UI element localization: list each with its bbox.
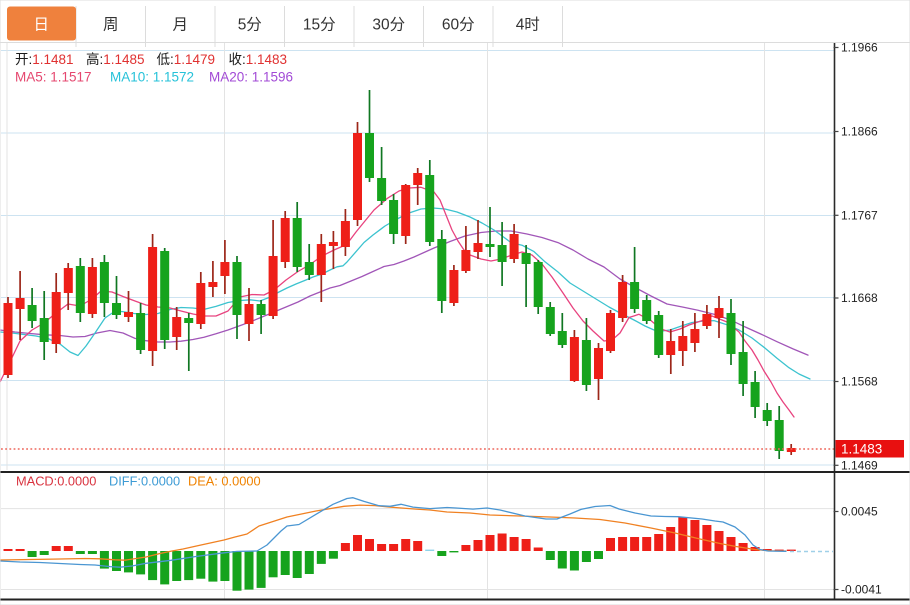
svg-text:DIFF:0.0000: DIFF:0.0000 bbox=[109, 474, 180, 489]
svg-text:60分: 60分 bbox=[442, 16, 475, 34]
svg-text:MACD:0.0000: MACD:0.0000 bbox=[16, 474, 96, 489]
svg-text:MA10: 1.1572: MA10: 1.1572 bbox=[110, 70, 194, 85]
svg-text:1.1966: 1.1966 bbox=[841, 41, 878, 55]
svg-text:高:1.1485: 高:1.1485 bbox=[86, 51, 145, 67]
svg-text:周: 周 bbox=[103, 17, 119, 34]
svg-text:DEA: 0.0000: DEA: 0.0000 bbox=[188, 474, 261, 489]
svg-text:0.0045: 0.0045 bbox=[841, 505, 878, 519]
svg-text:MA5: 1.1517: MA5: 1.1517 bbox=[15, 70, 92, 85]
svg-text:收:1.1483: 收:1.1483 bbox=[229, 52, 288, 67]
svg-text:15分: 15分 bbox=[303, 16, 336, 34]
svg-text:1.1668: 1.1668 bbox=[841, 291, 878, 305]
svg-text:30分: 30分 bbox=[372, 16, 405, 34]
svg-text:1.1469: 1.1469 bbox=[841, 458, 878, 472]
svg-text:开:1.1481: 开:1.1481 bbox=[15, 52, 74, 67]
svg-text:月: 月 bbox=[172, 17, 188, 34]
svg-text:1.1483: 1.1483 bbox=[841, 442, 882, 457]
svg-text:4时: 4时 bbox=[516, 16, 540, 34]
svg-text:1.1767: 1.1767 bbox=[841, 208, 878, 222]
svg-text:5分: 5分 bbox=[238, 16, 262, 34]
svg-text:-0.0041: -0.0041 bbox=[841, 583, 882, 597]
svg-text:MA20: 1.1596: MA20: 1.1596 bbox=[209, 70, 293, 85]
svg-text:1.1866: 1.1866 bbox=[841, 125, 878, 139]
svg-text:日: 日 bbox=[33, 17, 49, 34]
svg-text:低:1.1479: 低:1.1479 bbox=[157, 52, 216, 67]
svg-text:1.1568: 1.1568 bbox=[841, 375, 878, 389]
